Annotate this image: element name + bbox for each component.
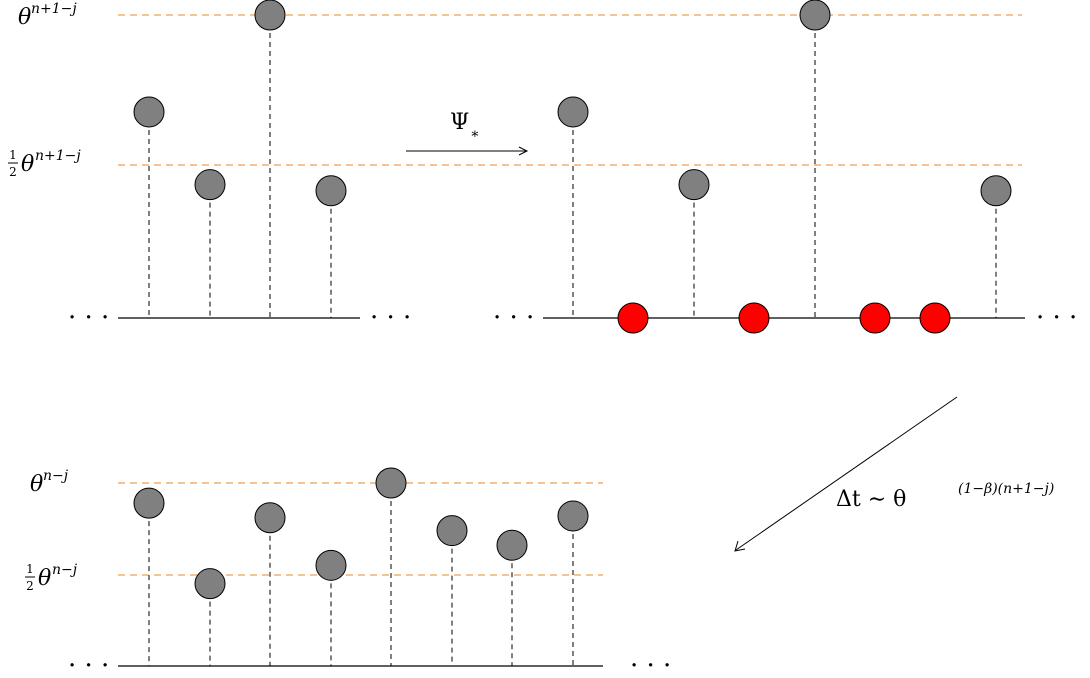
particle-dot xyxy=(315,549,347,581)
panel-top-left-particles xyxy=(133,0,347,318)
svg-text:Δt ∼ θ: Δt ∼ θ xyxy=(836,487,906,512)
particle-dot xyxy=(678,169,710,201)
svg-text:n−j: n−j xyxy=(52,562,78,578)
particle-dot xyxy=(496,529,528,561)
particle-dot xyxy=(194,169,226,201)
svg-text:n+1−j: n+1−j xyxy=(35,148,81,164)
particle-dot xyxy=(133,96,165,128)
particle-dot xyxy=(980,175,1012,207)
time-step-label: Δt ∼ θ (1−β)(n+1−j) xyxy=(836,481,1054,512)
label-theta-n-plus-1-minus-j: θ n+1−j xyxy=(18,1,77,30)
svg-text:1: 1 xyxy=(9,148,17,162)
map-arrow xyxy=(406,146,529,156)
ellipsis-top-left-end: · · · xyxy=(370,303,411,333)
particle-dot xyxy=(194,568,226,600)
new-particle-dot xyxy=(617,302,649,334)
ellipsis-top-right-start: · · · xyxy=(493,303,534,333)
svg-text:Ψ: Ψ xyxy=(450,110,469,135)
svg-text:1: 1 xyxy=(26,562,34,576)
new-particle-dot xyxy=(738,302,770,334)
particle-dot xyxy=(799,0,831,31)
svg-text:∗: ∗ xyxy=(470,126,480,142)
label-half-theta-n-plus-1-minus-j: 1 2 θ n+1−j xyxy=(8,148,81,179)
label-half-theta-n-minus-j: 1 2 θ n−j xyxy=(25,562,78,593)
particle-dot xyxy=(557,96,589,128)
particle-dot xyxy=(254,502,286,534)
svg-text:θ: θ xyxy=(18,5,31,30)
particle-dot xyxy=(375,467,407,499)
particle-dot xyxy=(436,515,468,547)
ellipsis-top-right-end: · · · xyxy=(1036,303,1077,333)
ellipsis-bottom-end: · · · xyxy=(630,651,671,678)
label-theta-n-minus-j: θ n−j xyxy=(30,468,69,497)
particle-dot xyxy=(133,487,165,519)
particle-dot xyxy=(557,500,589,532)
svg-text:2: 2 xyxy=(26,579,34,593)
time-step-arrow xyxy=(734,396,958,552)
svg-text:n−j: n−j xyxy=(43,468,69,484)
particle-dot xyxy=(254,0,286,31)
svg-text:θ: θ xyxy=(38,566,51,591)
new-particle-dot xyxy=(919,302,951,334)
particle-dot xyxy=(315,175,347,207)
panel-bottom-particles xyxy=(133,467,589,666)
panel-top-right-particles xyxy=(557,0,1012,334)
svg-text:n+1−j: n+1−j xyxy=(31,1,77,17)
svg-text:(1−β)(n+1−j): (1−β)(n+1−j) xyxy=(958,481,1054,497)
ellipsis-bottom-start: · · · xyxy=(68,651,109,678)
new-particle-dot xyxy=(859,302,891,334)
svg-text:2: 2 xyxy=(9,165,17,179)
ellipsis-top-left-start: · · · xyxy=(68,303,109,333)
map-psi-star-label: Ψ ∗ xyxy=(450,110,480,142)
svg-text:θ: θ xyxy=(21,152,34,177)
svg-text:θ: θ xyxy=(30,472,43,497)
